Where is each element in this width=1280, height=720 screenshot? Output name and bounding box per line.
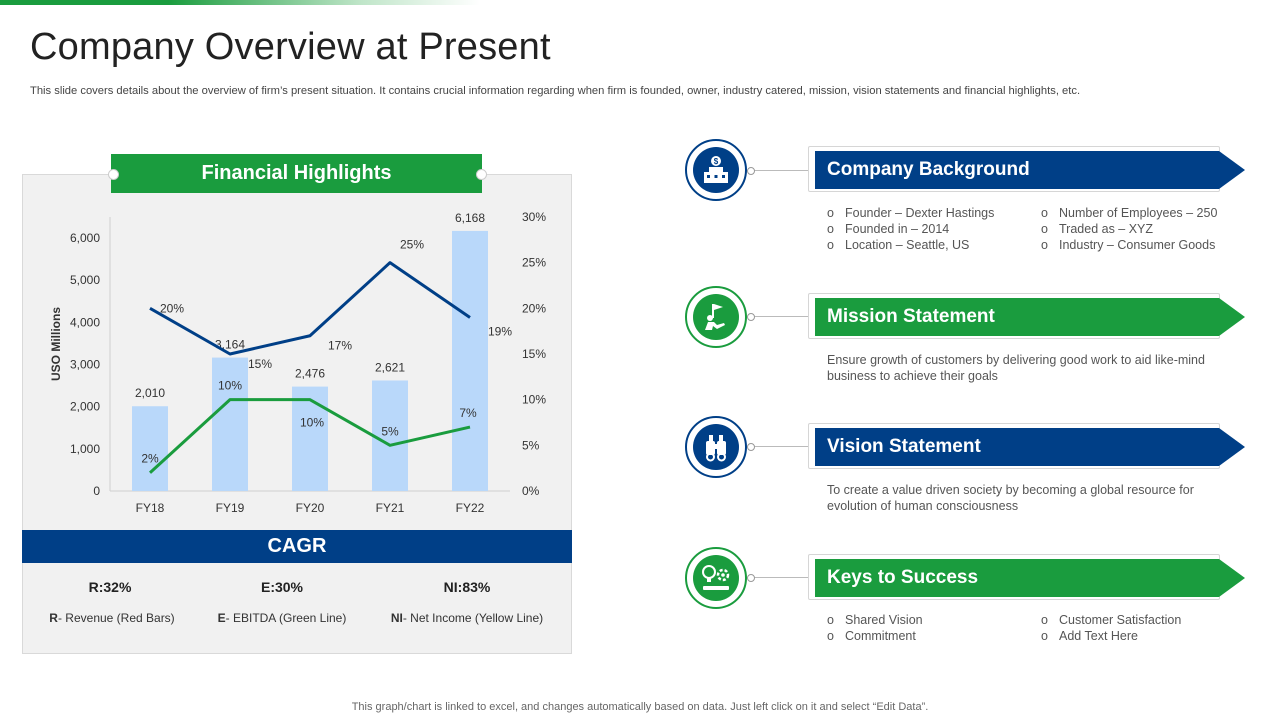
y2-tick-label: 0%	[522, 484, 540, 498]
series-line	[149, 261, 471, 356]
y2-tick-label: 15%	[522, 347, 546, 361]
line-value-label: 19%	[488, 324, 512, 338]
top-accent-bar	[0, 0, 480, 5]
keys-to-success-connector	[750, 577, 808, 578]
mission-statement-arrow	[1219, 298, 1245, 336]
connector-dot	[747, 167, 755, 175]
company-background-title: Company Background	[815, 151, 1219, 189]
y-tick-label: 1,000	[70, 442, 100, 456]
list-item: o Customer Satisfaction	[1041, 613, 1182, 627]
line-value-label: 10%	[300, 416, 324, 430]
company-background-connector	[750, 170, 808, 171]
y2-tick-label: 25%	[522, 256, 546, 270]
binoculars-icon	[706, 435, 726, 462]
list-item: o Traded as – XYZ	[1041, 222, 1154, 236]
connector-dot	[747, 443, 755, 451]
line-value-label: 10%	[218, 379, 242, 393]
bar-value-label: 2,621	[375, 360, 405, 374]
y-tick-label: 3,000	[70, 358, 100, 372]
company-background-right-list: o Number of Employees – 250 o Traded as – …	[1041, 205, 1217, 253]
company-background-badge: $	[685, 139, 747, 201]
list-item: o Industry – Consumer Goods	[1041, 238, 1216, 252]
y-tick-label: 2,000	[70, 400, 100, 414]
line-value-label: 5%	[381, 424, 399, 438]
financial-chart: 0 1,000 2,000 3,000 4,000 5,000 6,000 0% 5% 10% 15…	[49, 210, 546, 515]
vision-statement-title: Vision Statement	[815, 428, 1219, 466]
lightbulb-gear-icon	[702, 565, 730, 590]
cagr-net-income-desc: NI- Net Income (Yellow Line)	[390, 611, 544, 625]
y-tick-label: 4,000	[70, 315, 100, 329]
y2-tick-label: 30%	[522, 210, 546, 224]
y-axis-title: USO Millions	[49, 307, 63, 381]
list-item: o Commitment	[827, 629, 916, 643]
x-tick-label: FY21	[376, 501, 405, 515]
bar-value-label: 6,168	[455, 211, 485, 225]
x-tick-label: FY22	[456, 501, 485, 515]
line-value-label: 20%	[160, 301, 184, 315]
list-item: o Founded in – 2014	[827, 222, 950, 236]
building-dollar-icon: $	[704, 156, 728, 183]
footer-note: This graph/chart is linked to excel, and…	[351, 701, 929, 713]
list-item: o Founder – Dexter Hastings	[827, 206, 995, 220]
list-item: o Shared Vision	[827, 613, 923, 627]
bar	[212, 357, 248, 491]
y2-tick-label: 5%	[522, 438, 540, 452]
cagr-net-income-value: NI:83%	[443, 579, 491, 595]
page-subtitle: This slide covers details about the over…	[30, 85, 1081, 97]
bar	[452, 230, 488, 491]
mission-statement-badge	[685, 286, 747, 348]
mission-statement-connector	[750, 316, 808, 317]
keys-to-success-title: Keys to Success	[815, 559, 1219, 597]
line-value-label: 7%	[459, 406, 477, 420]
x-tick-label: FY19	[216, 501, 245, 515]
banner-right-dot	[476, 169, 487, 180]
vision-statement-connector	[750, 446, 808, 447]
person-flag-icon	[705, 304, 725, 330]
connector-dot	[747, 574, 755, 582]
page-title: Company Overview at Present	[30, 26, 551, 68]
cagr-bar: CAGR	[22, 530, 572, 563]
line-value-label: 2%	[141, 452, 159, 466]
keys-to-success-right-list: o Customer Satisfaction o Add Text Here	[1041, 612, 1181, 644]
x-tick-label: FY18	[136, 501, 165, 515]
list-item: o Add Text Here	[1041, 629, 1138, 643]
y-tick-label: 6,000	[70, 231, 100, 245]
y2-tick-label: 10%	[522, 393, 546, 407]
company-background-left-list: o Founder – Dexter Hastings o Founded in –…	[827, 205, 994, 253]
financial-highlights-banner: Financial Highlights	[111, 154, 482, 193]
vision-statement-badge	[685, 416, 747, 478]
series-line	[148, 398, 471, 474]
line-value-label: 15%	[248, 357, 272, 371]
bar-value-label: 2,010	[135, 386, 165, 400]
banner-left-dot	[108, 169, 119, 180]
mission-statement-title: Mission Statement	[815, 298, 1219, 336]
y-tick-label: 5,000	[70, 273, 100, 287]
mission-statement-text: Ensure growth of customers by delivering…	[827, 353, 1205, 383]
keys-to-success-left-list: o Shared Vision o Commitment	[827, 612, 923, 644]
bar	[372, 380, 408, 491]
bar	[132, 406, 168, 491]
line-value-label: 17%	[328, 339, 352, 353]
company-background-arrow	[1219, 151, 1245, 189]
cagr-ebitda-value: E:30%	[260, 579, 304, 595]
connector-dot	[747, 313, 755, 321]
vision-statement-text: To create a value driven society by beco…	[827, 483, 1194, 513]
bar-value-label: 2,476	[295, 367, 325, 381]
cagr-ebitda-desc: E- EBITDA (Green Line)	[217, 611, 347, 625]
cagr-revenue-desc: R- Revenue (Red Bars)	[49, 611, 175, 625]
list-item: o Number of Employees – 250	[1041, 206, 1218, 220]
cagr-revenue-value: R:32%	[88, 579, 132, 595]
vision-statement-arrow	[1219, 428, 1245, 466]
line-value-label: 25%	[400, 238, 424, 252]
keys-to-success-badge	[685, 547, 747, 609]
y-tick-label: 0	[93, 484, 100, 498]
keys-to-success-arrow	[1219, 559, 1245, 597]
y2-tick-label: 20%	[522, 301, 546, 315]
bar	[292, 386, 328, 491]
svg-text:$: $	[714, 157, 719, 166]
x-tick-label: FY20	[296, 501, 325, 515]
list-item: o Location – Seattle, US	[827, 238, 970, 252]
